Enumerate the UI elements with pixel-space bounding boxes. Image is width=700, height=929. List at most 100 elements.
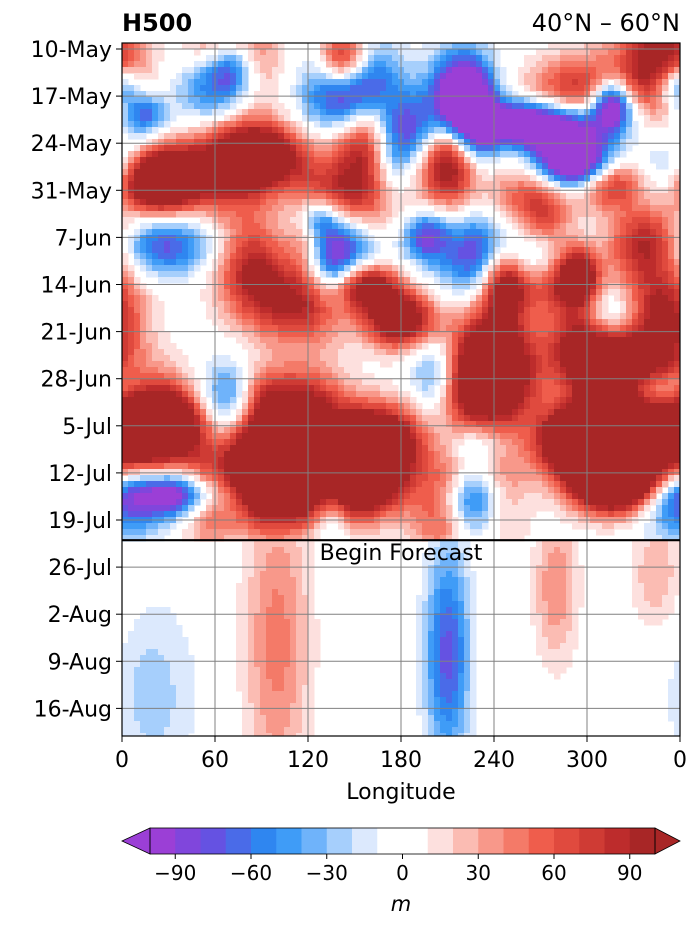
field-cell <box>638 343 645 350</box>
field-cell <box>416 145 423 152</box>
field-cell <box>608 181 615 188</box>
field-cell <box>626 229 633 236</box>
field-cell <box>290 385 297 392</box>
field-cell <box>554 127 561 134</box>
field-cell <box>308 79 315 86</box>
field-cell <box>332 157 339 164</box>
field-cell <box>182 91 189 98</box>
field-cell <box>134 115 141 122</box>
field-cell <box>440 343 447 350</box>
field-cell <box>554 145 561 152</box>
field-cell <box>314 313 321 320</box>
field-cell <box>368 169 375 176</box>
field-cell <box>296 259 303 266</box>
field-cell <box>560 325 567 332</box>
field-cell <box>356 163 363 170</box>
field-cell <box>512 145 519 152</box>
field-cell <box>182 133 189 140</box>
field-cell <box>422 295 429 302</box>
field-cell <box>314 193 321 200</box>
field-cell <box>464 283 471 290</box>
field-cell <box>410 115 417 122</box>
field-cell <box>662 229 669 236</box>
field-cell <box>314 289 321 296</box>
field-cell <box>230 289 237 296</box>
field-cell <box>344 91 351 98</box>
field-cell <box>362 169 369 176</box>
field-cell <box>140 343 147 350</box>
field-cell <box>260 115 267 122</box>
field-cell <box>182 397 189 404</box>
field-cell <box>338 61 345 68</box>
field-cell <box>326 175 333 182</box>
field-cell <box>488 103 495 110</box>
field-cell <box>422 133 429 140</box>
field-cell <box>554 109 561 116</box>
field-cell <box>608 85 615 92</box>
field-cell <box>506 91 513 98</box>
field-cell <box>446 247 453 254</box>
field-cell <box>134 67 141 74</box>
field-cell <box>290 133 297 140</box>
field-cell <box>272 277 279 284</box>
field-cell <box>182 157 189 164</box>
field-cell <box>140 103 147 110</box>
field-cell <box>440 313 447 320</box>
field-cell <box>326 151 333 158</box>
field-cell <box>326 181 333 188</box>
field-cell <box>290 211 297 218</box>
field-cell <box>122 409 129 416</box>
field-cell <box>674 319 680 326</box>
field-cell <box>464 373 471 380</box>
field-cell <box>434 217 441 224</box>
field-cell <box>272 211 279 218</box>
field-cell <box>302 181 309 188</box>
field-cell <box>158 325 165 332</box>
field-cell <box>362 391 369 398</box>
field-cell <box>416 307 423 314</box>
field-cell <box>254 127 261 134</box>
field-cell <box>596 253 603 260</box>
field-cell <box>296 67 303 74</box>
field-cell <box>536 223 543 230</box>
field-cell <box>128 133 135 140</box>
field-cell <box>350 145 357 152</box>
field-cell <box>278 49 285 56</box>
field-cell <box>494 109 501 116</box>
field-cell <box>266 331 273 338</box>
field-cell <box>374 67 381 74</box>
field-cell <box>662 163 669 170</box>
field-cell <box>278 241 285 248</box>
field-cell <box>140 67 147 74</box>
field-cell <box>632 175 639 182</box>
field-cell <box>290 193 297 200</box>
field-cell <box>314 343 321 350</box>
field-cell <box>548 295 555 302</box>
field-cell <box>350 319 357 326</box>
field-cell <box>248 115 255 122</box>
field-cell <box>272 67 279 74</box>
field-cell <box>452 301 459 308</box>
field-cell <box>392 283 399 290</box>
field-cell <box>320 313 327 320</box>
field-cell <box>134 397 141 404</box>
field-cell <box>224 277 231 284</box>
field-cell <box>590 199 597 206</box>
field-cell <box>668 379 675 386</box>
field-cell <box>548 349 555 356</box>
field-cell <box>452 49 459 56</box>
field-cell <box>638 301 645 308</box>
field-cell <box>596 115 603 122</box>
field-cell <box>488 157 495 164</box>
field-cell <box>500 193 507 200</box>
field-cell <box>626 211 633 218</box>
field-cell <box>470 361 477 368</box>
field-cell <box>254 235 261 242</box>
field-cell <box>284 367 291 374</box>
field-cell <box>488 325 495 332</box>
field-cell <box>236 139 243 146</box>
field-cell <box>566 85 573 92</box>
field-cell <box>326 391 333 398</box>
field-cell <box>524 271 531 278</box>
field-cell <box>542 211 549 218</box>
